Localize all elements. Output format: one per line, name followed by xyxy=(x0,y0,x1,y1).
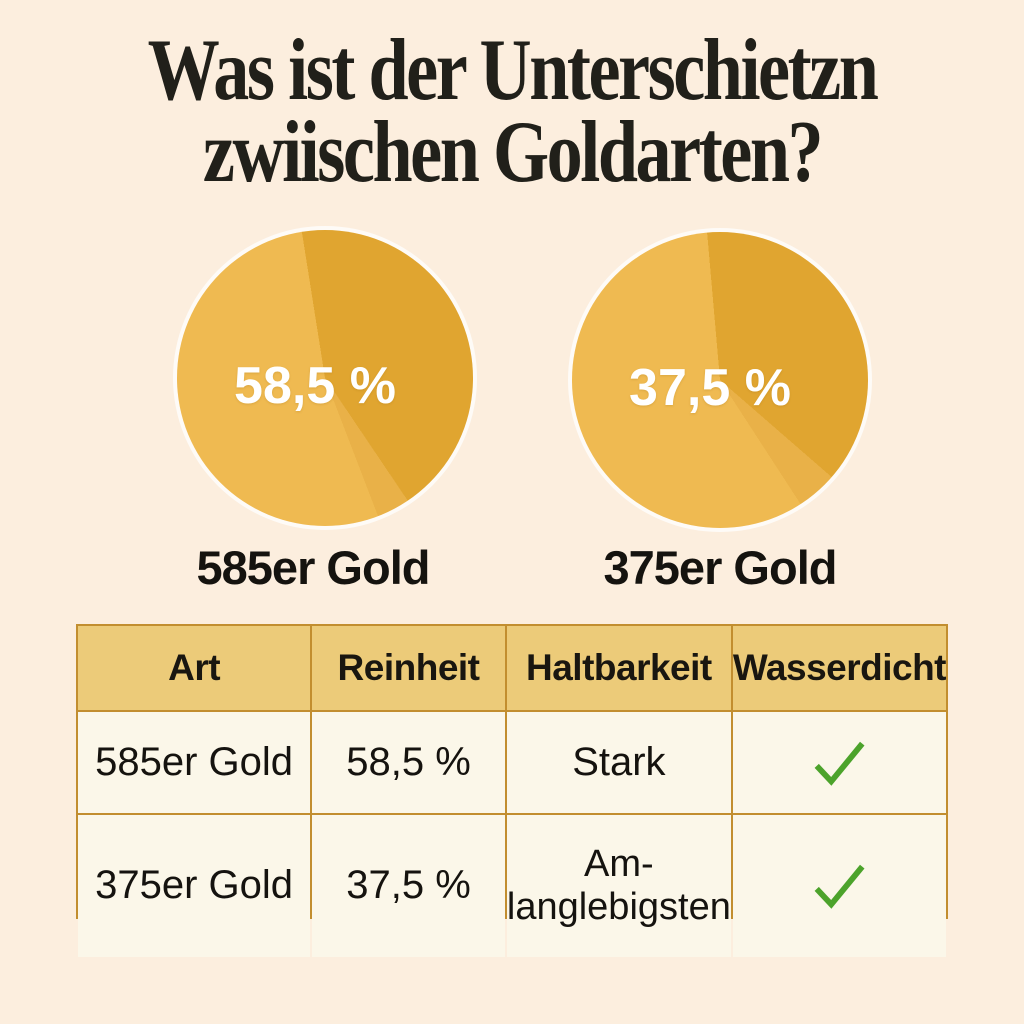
pie-caption-375er-gold: 375er Gold xyxy=(603,541,838,594)
table-row: 375er Gold xyxy=(78,815,311,957)
pie-caption-585er-gold: 585er Gold xyxy=(196,541,431,594)
page-title-line-1: Was ist der Unterschietzn xyxy=(147,22,879,119)
gold-comparison-table: Art Reinheit Haltbarkeit Wasserdicht 585… xyxy=(76,624,948,957)
cell-art-375: 375er Gold xyxy=(95,863,294,908)
table-row: Am- langlebigsten xyxy=(506,815,731,957)
cell-haltbarkeit-585: Stark xyxy=(572,740,666,785)
table-row: 585er Gold xyxy=(78,712,311,813)
pie-chart-375er-gold: 37,5 % xyxy=(572,232,868,528)
pie-585-percentage-label: 58,5 % xyxy=(234,357,396,415)
table-row: 58,5 % xyxy=(312,712,505,813)
page-title-line-2: zwiischen Goldarten? xyxy=(202,103,824,201)
table-header-art: Art xyxy=(78,626,311,710)
table-row: 37,5 % xyxy=(312,815,505,957)
page-title: Was ist der Unterschietzn zwiischen Gold… xyxy=(92,22,932,201)
table-row xyxy=(732,815,946,957)
table-row xyxy=(732,712,946,813)
pie-375-percentage-label: 37,5 % xyxy=(629,359,791,417)
pie-chart-585er-gold: 58,5 % xyxy=(177,230,473,526)
cell-reinheit-375: 37,5 % xyxy=(346,863,471,908)
checkmark-icon xyxy=(808,692,870,834)
cell-haltbarkeit-375: Am- langlebigsten xyxy=(506,843,731,928)
cell-art-585: 585er Gold xyxy=(95,740,294,785)
table-header-wasserdicht: Wasserdicht xyxy=(732,626,947,710)
table-row: Stark xyxy=(506,712,731,813)
table-header-reinheit: Reinheit xyxy=(312,626,505,710)
checkmark-icon xyxy=(808,815,870,957)
table-header-haltbarkeit: Haltbarkeit xyxy=(506,626,731,710)
cell-reinheit-585: 58,5 % xyxy=(346,740,471,785)
